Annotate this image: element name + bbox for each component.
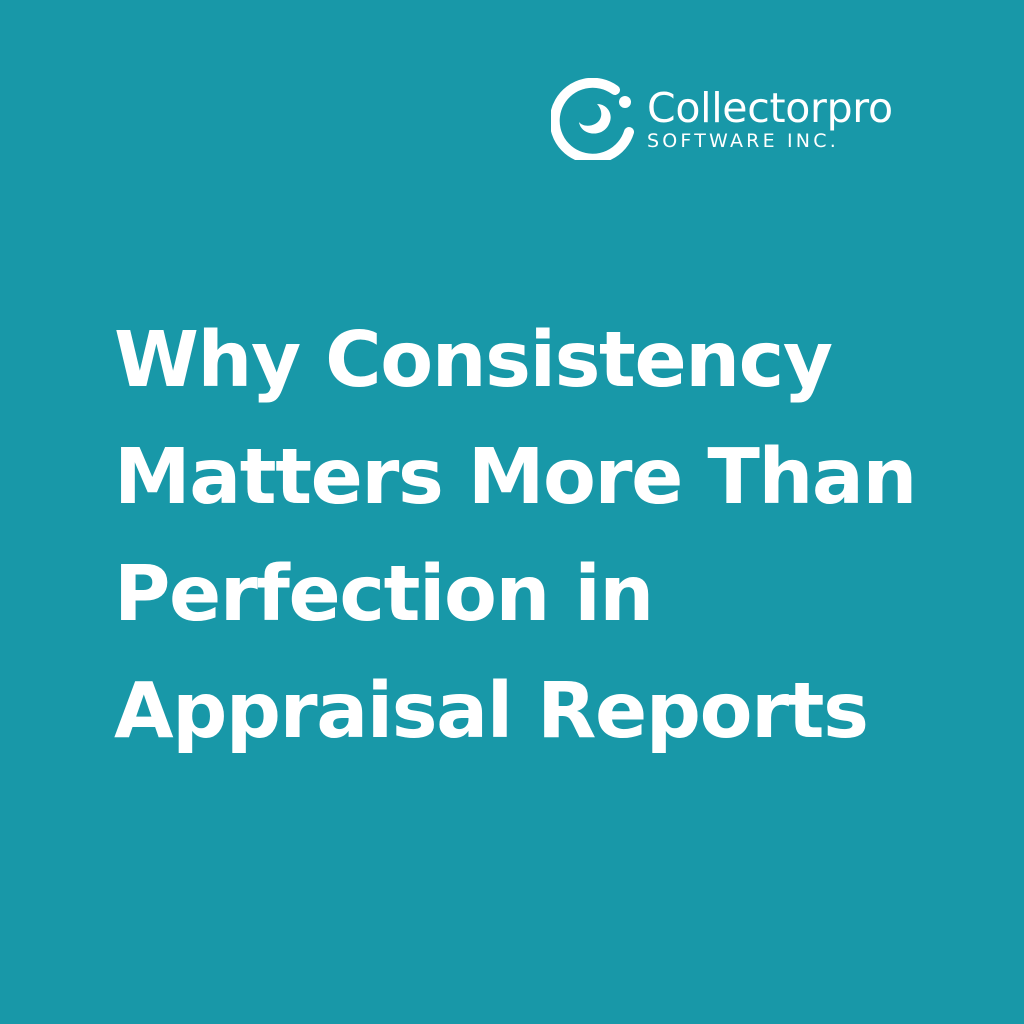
brand-name: Collectorpro — [647, 84, 893, 132]
swirl-c-logo-icon — [551, 78, 637, 160]
headline-line-2: Matters More Than — [114, 433, 917, 522]
headline-line-4: Appraisal Reports — [114, 667, 869, 756]
brand-tagline: SOFTWARE INC. — [647, 130, 839, 152]
headline: Why Consistency Matters More Than Perfec… — [114, 302, 974, 770]
brand-lockup: Collectorpro SOFTWARE INC. — [551, 78, 893, 160]
brand-text: Collectorpro SOFTWARE INC. — [647, 86, 893, 152]
headline-line-3: Perfection in — [114, 550, 654, 639]
headline-line-1: Why Consistency — [114, 316, 833, 405]
